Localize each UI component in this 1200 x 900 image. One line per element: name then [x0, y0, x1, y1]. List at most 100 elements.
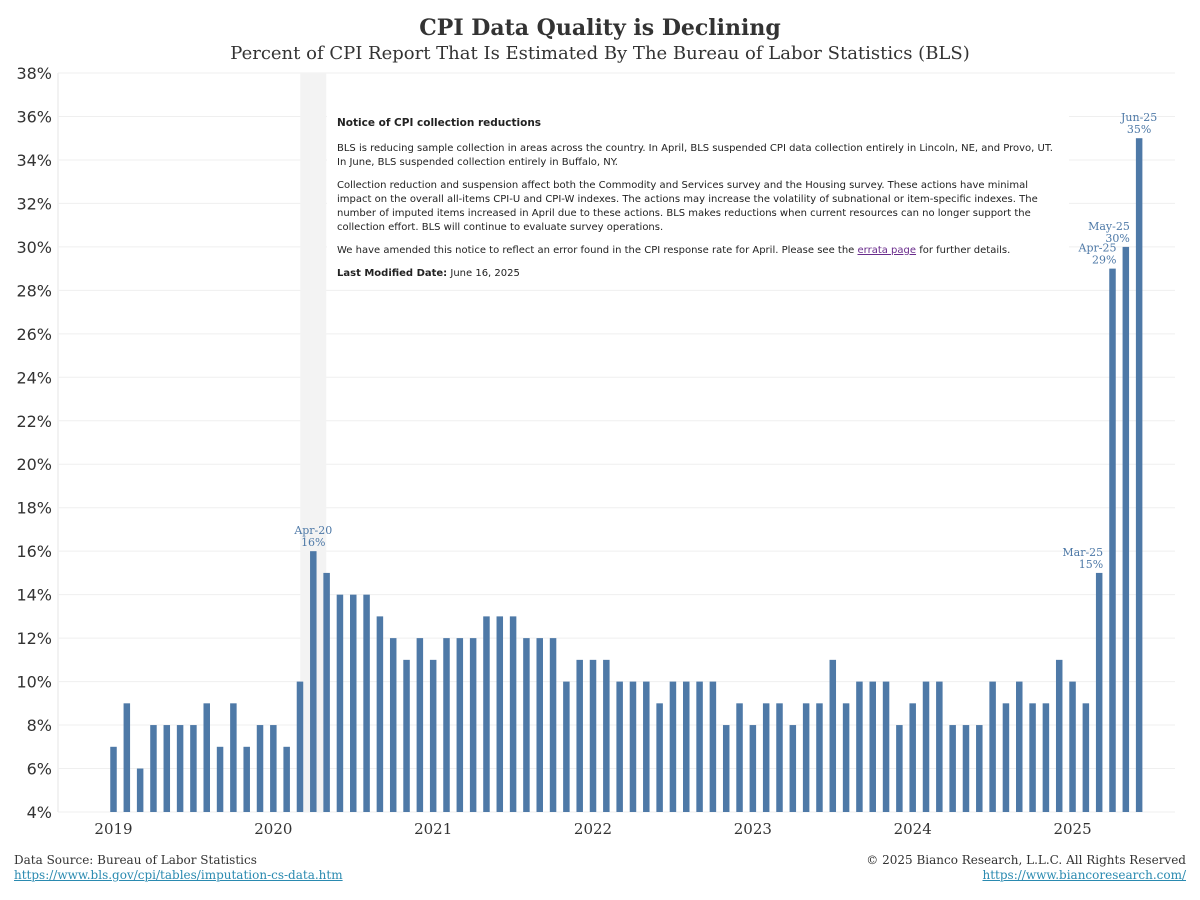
bar: [603, 659, 610, 812]
y-tick-label: 30%: [16, 238, 52, 257]
y-tick-label: 32%: [16, 194, 52, 213]
bar: [443, 638, 450, 812]
bar: [1002, 703, 1010, 812]
y-tick-label: 38%: [16, 64, 52, 83]
y-tick-label: 8%: [27, 716, 52, 735]
y-tick-label: 20%: [16, 455, 52, 474]
data-label-date: Apr-25: [1078, 242, 1117, 255]
bar: [323, 572, 330, 812]
bar: [669, 681, 677, 812]
y-tick-label: 22%: [16, 412, 52, 431]
footer-copyright: © 2025 Bianco Research, L.L.C. All Right…: [866, 853, 1186, 883]
copyright-text: © 2025 Bianco Research, L.L.C. All Right…: [866, 853, 1186, 867]
notice-modified-value: June 16, 2025: [450, 268, 520, 279]
chart-subtitle: Percent of CPI Report That Is Estimated …: [230, 43, 970, 64]
bar: [110, 746, 117, 812]
y-tick-label: 26%: [16, 325, 52, 344]
data-label-value: 29%: [1092, 254, 1116, 267]
bar: [429, 659, 437, 812]
chart-header: CPI Data Quality is Declining Percent of…: [0, 14, 1200, 66]
bar: [469, 638, 477, 812]
bar: [722, 725, 730, 812]
y-tick-label: 24%: [16, 368, 52, 387]
x-tick-label: 2021: [414, 820, 452, 838]
bar: [896, 725, 903, 812]
bar: [869, 681, 876, 812]
bar: [1029, 703, 1036, 812]
bar: [1095, 572, 1103, 812]
bar: [776, 703, 783, 812]
bar: [176, 725, 184, 812]
bar: [749, 725, 757, 812]
notice-title: Notice of CPI collection reductions: [337, 117, 542, 129]
data-label-value: 15%: [1079, 558, 1103, 571]
bar: [563, 681, 570, 812]
notice-paragraph-3: We have amended this notice to reflect a…: [337, 244, 1059, 258]
bar: [376, 616, 384, 812]
bar: [589, 659, 597, 812]
bar: [616, 681, 623, 812]
bar: [256, 725, 264, 812]
bar: [150, 725, 157, 812]
bar: [696, 681, 703, 812]
notice-p3-before: We have amended this notice to reflect a…: [337, 245, 858, 256]
bar: [816, 703, 823, 812]
y-tick-label: 10%: [16, 673, 52, 692]
bar: [310, 551, 317, 812]
bar: [216, 746, 224, 812]
bar: [829, 659, 837, 812]
website-link[interactable]: https://www.biancoresearch.com/: [982, 868, 1186, 882]
bar: [962, 725, 970, 812]
errata-page-link[interactable]: errata page: [857, 245, 917, 256]
y-tick-label: 28%: [16, 281, 52, 300]
bar: [336, 594, 344, 812]
data-label-date: Apr-20: [293, 524, 332, 537]
bar: [1082, 703, 1090, 812]
chart-title: CPI Data Quality is Declining: [419, 15, 781, 41]
bar: [1069, 681, 1076, 812]
bar: [789, 725, 797, 812]
bar: [1055, 659, 1063, 812]
bar: [909, 703, 916, 812]
bar: [936, 681, 943, 812]
y-tick-label: 18%: [16, 499, 52, 518]
y-tick-label: 16%: [16, 542, 52, 561]
bar: [283, 746, 290, 812]
bar: [483, 616, 490, 812]
bar: [389, 638, 397, 812]
x-tick-label: 2022: [574, 820, 612, 838]
bar: [350, 594, 357, 812]
data-label-date: Mar-25: [1062, 546, 1103, 559]
notice-modified-label: Last Modified Date:: [337, 268, 448, 279]
bar: [976, 725, 983, 812]
bar: [949, 725, 956, 812]
data-label-value: 16%: [301, 536, 325, 549]
bar: [576, 659, 583, 812]
data-label-value: 35%: [1127, 123, 1151, 136]
y-tick-label: 4%: [27, 803, 52, 822]
bar: [856, 681, 863, 812]
y-tick-label: 12%: [16, 629, 52, 648]
bar: [509, 616, 517, 812]
bar: [1109, 268, 1116, 812]
bar: [842, 703, 850, 812]
bar: [230, 703, 237, 812]
bar: [190, 725, 197, 812]
bls-notice-box: Notice of CPI collection reductions BLS …: [327, 108, 1069, 288]
notice-paragraph-1: BLS is reducing sample collection in are…: [337, 143, 1053, 168]
bar: [989, 681, 996, 812]
x-tick-label: 2024: [894, 820, 932, 838]
footer-source: Data Source: Bureau of Labor Statistics …: [14, 853, 343, 883]
notice-modified: Last Modified Date: June 16, 2025: [337, 267, 1059, 281]
bar: [296, 681, 304, 812]
bar-chart: 4% 6% 8% 10% 12% 14% 16% 18% 20% 22% 24% 26% 28% 30% 3…: [16, 64, 1175, 838]
bar: [523, 638, 530, 812]
data-label-value: 30%: [1105, 232, 1129, 245]
bar: [643, 681, 650, 812]
source-url-link[interactable]: https://www.bls.gov/cpi/tables/imputatio…: [14, 868, 343, 882]
bar: [123, 703, 131, 812]
bar: [536, 638, 543, 812]
bar: [456, 638, 464, 812]
bar: [1122, 246, 1130, 813]
bar: [270, 725, 277, 812]
